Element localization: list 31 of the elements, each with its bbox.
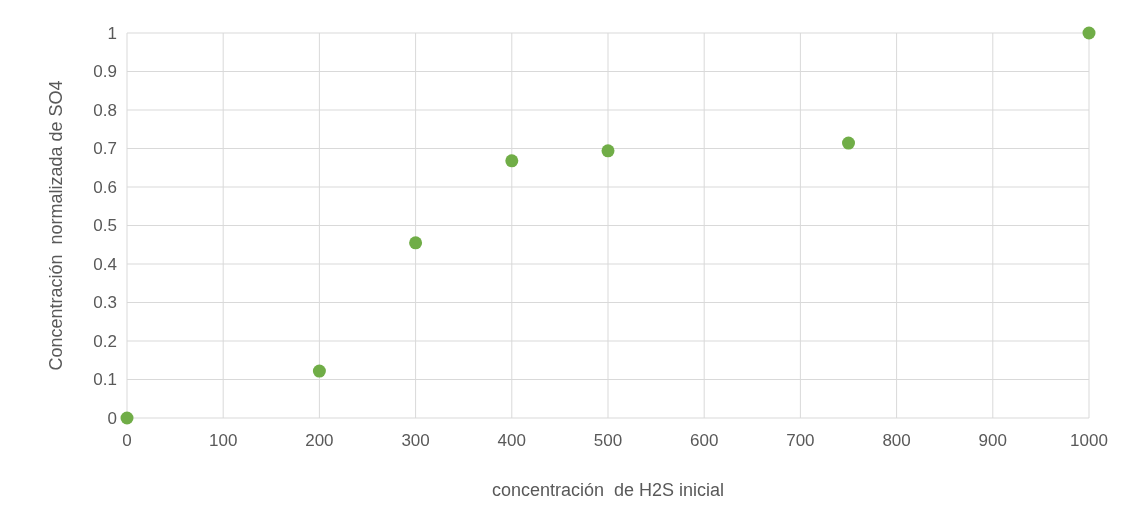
- x-tick-label: 800: [882, 431, 911, 450]
- point: [505, 154, 519, 168]
- y-tick-label: 0.8: [93, 100, 117, 120]
- x-tick-label: 0: [122, 431, 132, 450]
- x-tick-label: 200: [305, 431, 334, 450]
- x-tick-label: 300: [401, 431, 430, 450]
- x-tick-label: 900: [978, 431, 1007, 450]
- point: [120, 411, 134, 425]
- point: [312, 364, 326, 378]
- y-tick-label: 0.5: [93, 216, 117, 236]
- y-tick-label: 0: [107, 408, 117, 428]
- x-tick-label: 600: [690, 431, 719, 450]
- y-tick-label: 1: [107, 23, 117, 43]
- point: [842, 136, 855, 150]
- y-tick-label: 0.2: [93, 331, 117, 351]
- point: [409, 236, 423, 250]
- y-tick-label: 0.1: [93, 370, 117, 390]
- y-tick-label: 0.7: [93, 139, 117, 159]
- x-tick-label: 500: [593, 431, 623, 450]
- x-tick-label: 400: [497, 431, 526, 450]
- y-tick-label: 0.4: [93, 254, 117, 274]
- x-tick-label: 1000: [1070, 431, 1108, 450]
- y-axis-title: Concentración normalizada de SO4: [46, 80, 66, 371]
- y-tick-label: 0.6: [93, 177, 117, 197]
- point: [601, 144, 615, 158]
- x-tick-label: 100: [209, 431, 238, 450]
- x-tick-label: 700: [786, 431, 815, 450]
- y-tick-label: 0.3: [93, 293, 117, 313]
- y-tick-label: 0.9: [93, 62, 117, 82]
- point: [1082, 26, 1096, 40]
- x-axis-title: concentración de H2S inicial: [491, 480, 725, 500]
